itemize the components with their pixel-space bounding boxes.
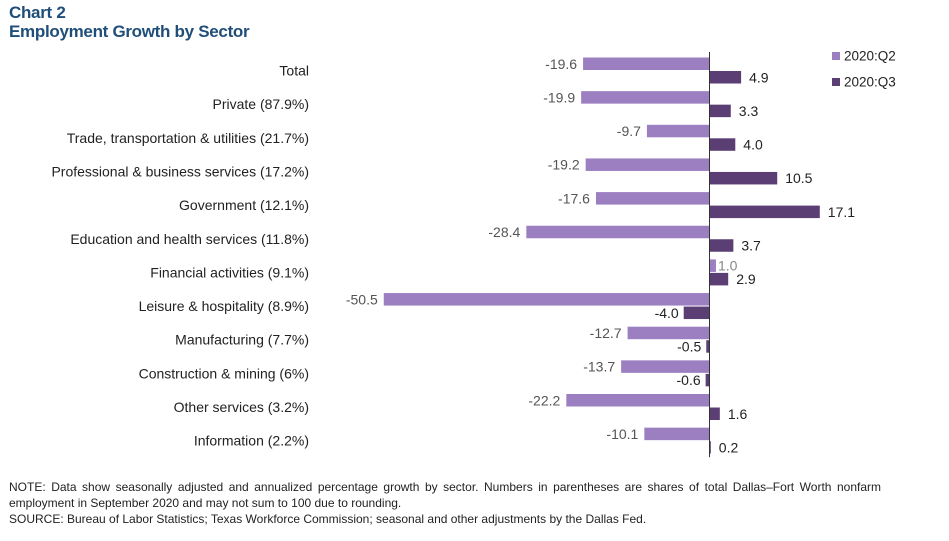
data-label-q3: -4.0 — [655, 305, 679, 321]
chart-label: Chart 2 — [9, 3, 66, 22]
data-label-q2: 1.0 — [718, 258, 738, 274]
data-label-q2: -17.6 — [558, 190, 590, 206]
bar-chart: Total -19.6 4.9 Private (87.9%) -19.9 3.3 Trad… — [51, 49, 896, 458]
category-label: Leisure & hospitality (8.9%) — [139, 298, 309, 314]
data-label-q2: -19.2 — [548, 157, 580, 173]
data-label-q2: -13.7 — [583, 359, 615, 375]
legend-swatch — [832, 52, 840, 60]
note-text: NOTE: Data show seasonally adjusted and … — [9, 480, 881, 510]
data-label-q2: -28.4 — [488, 224, 520, 240]
data-label-q3: 1.6 — [728, 406, 748, 422]
legend-label: 2020:Q3 — [844, 75, 896, 90]
data-label-q2: -12.7 — [590, 325, 622, 341]
bar-q2 — [526, 225, 710, 239]
bar-q2 — [566, 394, 710, 407]
bar-q2 — [709, 259, 716, 272]
data-label-q2: -19.6 — [545, 56, 577, 72]
bar-q2 — [595, 192, 710, 205]
bar-q2 — [583, 57, 710, 70]
bar-q3 — [709, 71, 742, 84]
category-label: Manufacturing (7.7%) — [175, 332, 309, 348]
bar-q3 — [709, 441, 711, 454]
bar-q3 — [709, 171, 778, 185]
bar-q2 — [646, 124, 710, 138]
data-label-q2: -9.7 — [617, 123, 641, 139]
bar-q3 — [709, 272, 729, 286]
category-label: Private (87.9%) — [213, 96, 309, 112]
data-label-q2: -50.5 — [346, 291, 378, 307]
data-label-q3: 4.0 — [743, 137, 763, 153]
category-label: Trade, transportation & utilities (21.7%… — [67, 130, 309, 146]
data-label-q3: 3.3 — [739, 103, 759, 119]
data-label-q3: 10.5 — [785, 170, 812, 186]
bar-q3 — [705, 373, 710, 387]
category-label: Financial activities (9.1%) — [150, 264, 309, 280]
category-label: Construction & mining (6%) — [139, 365, 309, 381]
bar-q3 — [709, 104, 731, 118]
category-label: Government (12.1%) — [179, 197, 309, 213]
bar-q2 — [581, 91, 710, 104]
bar-q2 — [621, 360, 710, 373]
title-block: Chart 2 Employment Growth by Sector — [9, 3, 250, 42]
data-label-q3: 0.2 — [719, 439, 739, 455]
data-label-q3: 4.9 — [749, 69, 769, 85]
category-label: Total — [279, 63, 309, 79]
data-label-q3: 17.1 — [828, 204, 855, 220]
bar-q3 — [706, 340, 710, 353]
data-label-q3: -0.6 — [677, 372, 701, 388]
chart-title: Employment Growth by Sector — [9, 22, 250, 41]
bar-q2 — [383, 293, 710, 306]
data-label-q3: 3.7 — [741, 238, 761, 254]
legend-label: 2020:Q2 — [844, 49, 896, 64]
bar-q3 — [709, 138, 736, 151]
category-label: Education and health services (11.8%) — [70, 231, 309, 247]
data-label-q2: -22.2 — [528, 392, 560, 408]
category-label: Other services (3.2%) — [174, 399, 309, 415]
bar-q2 — [585, 158, 710, 171]
data-label-q3: 2.9 — [736, 271, 756, 287]
bar-q2 — [644, 427, 710, 441]
notes: NOTE: Data show seasonally adjusted and … — [9, 479, 881, 527]
bar-q3 — [683, 306, 710, 320]
legend-swatch — [832, 78, 840, 86]
category-label: Information (2.2%) — [194, 433, 309, 449]
data-label-q2: -10.1 — [606, 426, 638, 442]
bar-q3 — [709, 205, 820, 219]
data-label-q2: -19.9 — [543, 89, 575, 105]
bar-q2 — [627, 326, 710, 340]
category-label: Professional & business services (17.2%) — [51, 163, 309, 179]
source-text: SOURCE: Bureau of Labor Statistics; Texa… — [9, 512, 647, 526]
data-label-q3: -0.5 — [677, 338, 701, 354]
bar-q3 — [709, 239, 734, 252]
bar-q3 — [709, 407, 720, 420]
